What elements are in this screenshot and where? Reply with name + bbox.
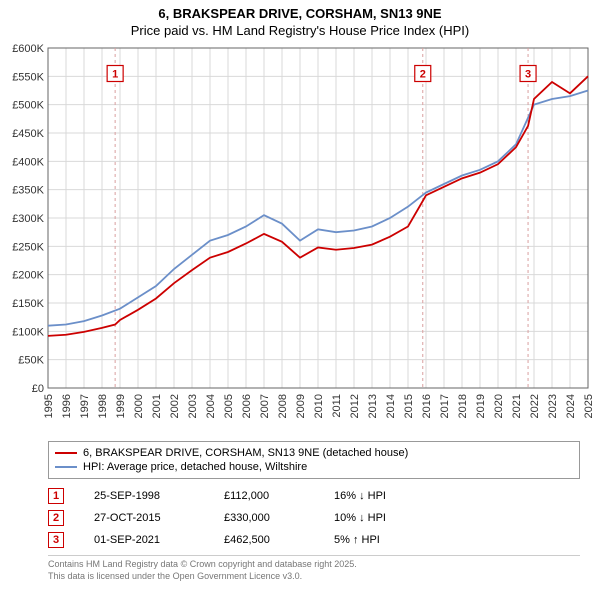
line-chart: £0 £50K £100K £150K £200K £250K £300K £350K £400… xyxy=(0,44,600,430)
x-tick-label: 1996 xyxy=(61,394,73,418)
y-tick-label: £250K xyxy=(12,241,44,253)
legend-label: 6, BRAKSPEAR DRIVE, CORSHAM, SN13 9NE (d… xyxy=(83,447,408,459)
x-tick-label: 2016 xyxy=(421,394,433,418)
chart-marker-label: 1 xyxy=(112,69,118,81)
x-tick-label: 1998 xyxy=(97,394,109,418)
annotation-date: 25-SEP-1998 xyxy=(94,490,194,502)
x-tick-label: 2012 xyxy=(349,394,361,418)
x-tick-label: 2014 xyxy=(385,394,397,418)
x-tick-label: 2024 xyxy=(565,394,577,418)
x-tick-label: 2002 xyxy=(169,394,181,418)
legend-item: 6, BRAKSPEAR DRIVE, CORSHAM, SN13 9NE (d… xyxy=(55,446,573,460)
x-tick-label: 2007 xyxy=(259,394,271,418)
annotation-price: £112,000 xyxy=(224,490,304,502)
chart-marker-label: 3 xyxy=(525,69,531,81)
footer-line2: This data is licensed under the Open Gov… xyxy=(48,571,580,583)
annotation-price: £462,500 xyxy=(224,534,304,546)
annotation-delta: 16% ↓ HPI xyxy=(334,490,424,502)
y-tick-label: £150K xyxy=(12,298,44,310)
chart-area: £0 £50K £100K £150K £200K £250K £300K £350K £400… xyxy=(0,44,600,435)
x-tick-label: 2006 xyxy=(241,394,253,418)
y-tick-label: £550K xyxy=(12,71,44,83)
annotation-delta: 10% ↓ HPI xyxy=(334,512,424,524)
x-tick-label: 2018 xyxy=(457,394,469,418)
x-tick-label: 2017 xyxy=(439,394,451,418)
x-tick-label: 2000 xyxy=(133,394,145,418)
legend-item: HPI: Average price, detached house, Wilt… xyxy=(55,460,573,474)
x-tick-label: 2010 xyxy=(313,394,325,418)
annotation-marker: 3 xyxy=(48,532,64,548)
x-tick-label: 2022 xyxy=(529,394,541,418)
chart-container: 6, BRAKSPEAR DRIVE, CORSHAM, SN13 9NE Pr… xyxy=(0,0,600,590)
x-tick-label: 2025 xyxy=(583,394,595,418)
x-tick-label: 2011 xyxy=(331,394,343,418)
y-tick-label: £100K xyxy=(12,326,44,338)
x-tick-label: 2008 xyxy=(277,394,289,418)
footer-attribution: Contains HM Land Registry data © Crown c… xyxy=(48,555,580,582)
x-tick-label: 2001 xyxy=(151,394,163,418)
x-tick-label: 2005 xyxy=(223,394,235,418)
y-tick-label: £500K xyxy=(12,100,44,112)
x-tick-label: 2019 xyxy=(475,394,487,418)
y-tick-label: £600K xyxy=(12,44,44,55)
y-tick-label: £0 xyxy=(32,383,44,395)
x-tick-label: 2015 xyxy=(403,394,415,418)
y-tick-label: £200K xyxy=(12,270,44,282)
annotation-row: 1 25-SEP-1998 £112,000 16% ↓ HPI xyxy=(48,485,580,507)
chart-marker-label: 2 xyxy=(420,69,426,81)
y-tick-label: £50K xyxy=(18,355,44,367)
annotation-marker: 1 xyxy=(48,488,64,504)
annotation-row: 3 01-SEP-2021 £462,500 5% ↑ HPI xyxy=(48,529,580,551)
x-tick-label: 1999 xyxy=(115,394,127,418)
legend-swatch xyxy=(55,466,77,468)
legend: 6, BRAKSPEAR DRIVE, CORSHAM, SN13 9NE (d… xyxy=(48,441,580,479)
legend-swatch xyxy=(55,452,77,454)
annotation-table: 1 25-SEP-1998 £112,000 16% ↓ HPI 2 27-OCT-201… xyxy=(48,485,580,551)
annotation-date: 27-OCT-2015 xyxy=(94,512,194,524)
title-subtitle: Price paid vs. HM Land Registry's House … xyxy=(0,23,600,38)
y-tick-label: £350K xyxy=(12,185,44,197)
x-tick-label: 2013 xyxy=(367,394,379,418)
title-block: 6, BRAKSPEAR DRIVE, CORSHAM, SN13 9NE Pr… xyxy=(0,0,600,40)
annotation-date: 01-SEP-2021 xyxy=(94,534,194,546)
x-tick-label: 1997 xyxy=(79,394,91,418)
y-tick-label: £300K xyxy=(12,213,44,225)
x-tick-label: 2004 xyxy=(205,394,217,418)
y-tick-label: £450K xyxy=(12,128,44,140)
footer-line1: Contains HM Land Registry data © Crown c… xyxy=(48,559,580,571)
x-tick-label: 2023 xyxy=(547,394,559,418)
legend-label: HPI: Average price, detached house, Wilt… xyxy=(83,461,307,473)
x-tick-label: 2021 xyxy=(511,394,523,418)
annotation-marker: 2 xyxy=(48,510,64,526)
title-address: 6, BRAKSPEAR DRIVE, CORSHAM, SN13 9NE xyxy=(0,6,600,21)
annotation-row: 2 27-OCT-2015 £330,000 10% ↓ HPI xyxy=(48,507,580,529)
x-tick-label: 2003 xyxy=(187,394,199,418)
x-tick-label: 1995 xyxy=(43,394,55,418)
x-tick-label: 2020 xyxy=(493,394,505,418)
annotation-price: £330,000 xyxy=(224,512,304,524)
y-tick-label: £400K xyxy=(12,156,44,168)
x-tick-label: 2009 xyxy=(295,394,307,418)
annotation-delta: 5% ↑ HPI xyxy=(334,534,424,546)
